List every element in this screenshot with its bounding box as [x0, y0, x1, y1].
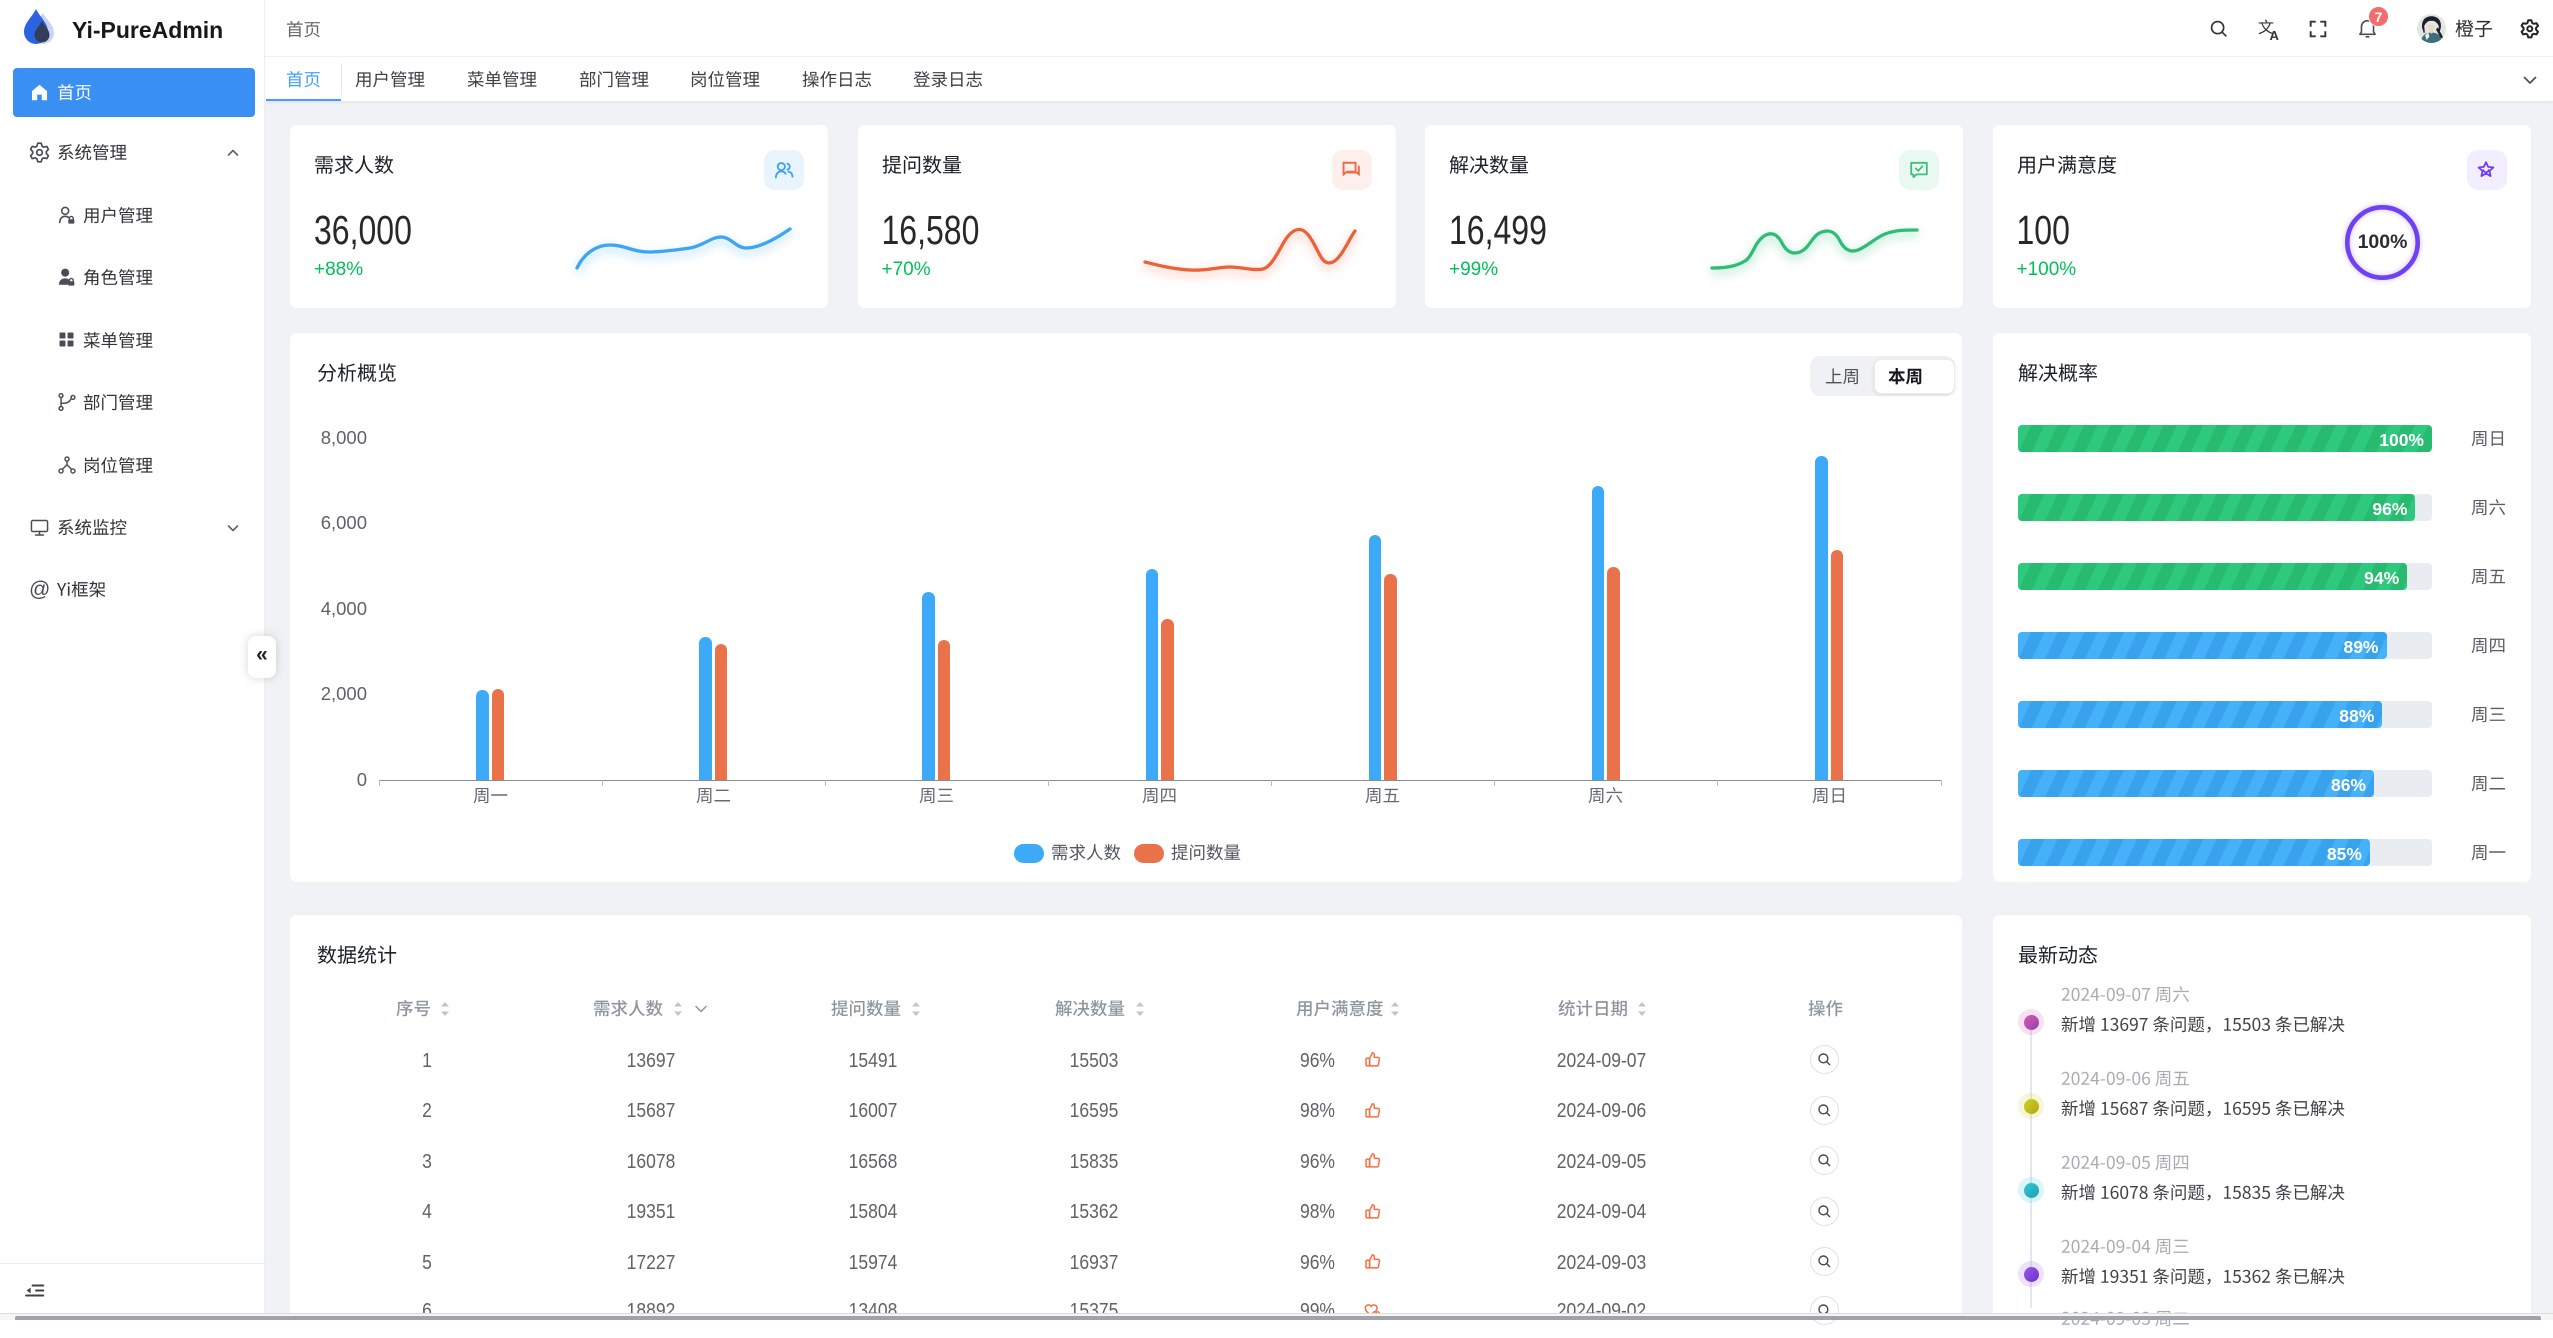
svg-text:A: A: [2270, 28, 2280, 41]
